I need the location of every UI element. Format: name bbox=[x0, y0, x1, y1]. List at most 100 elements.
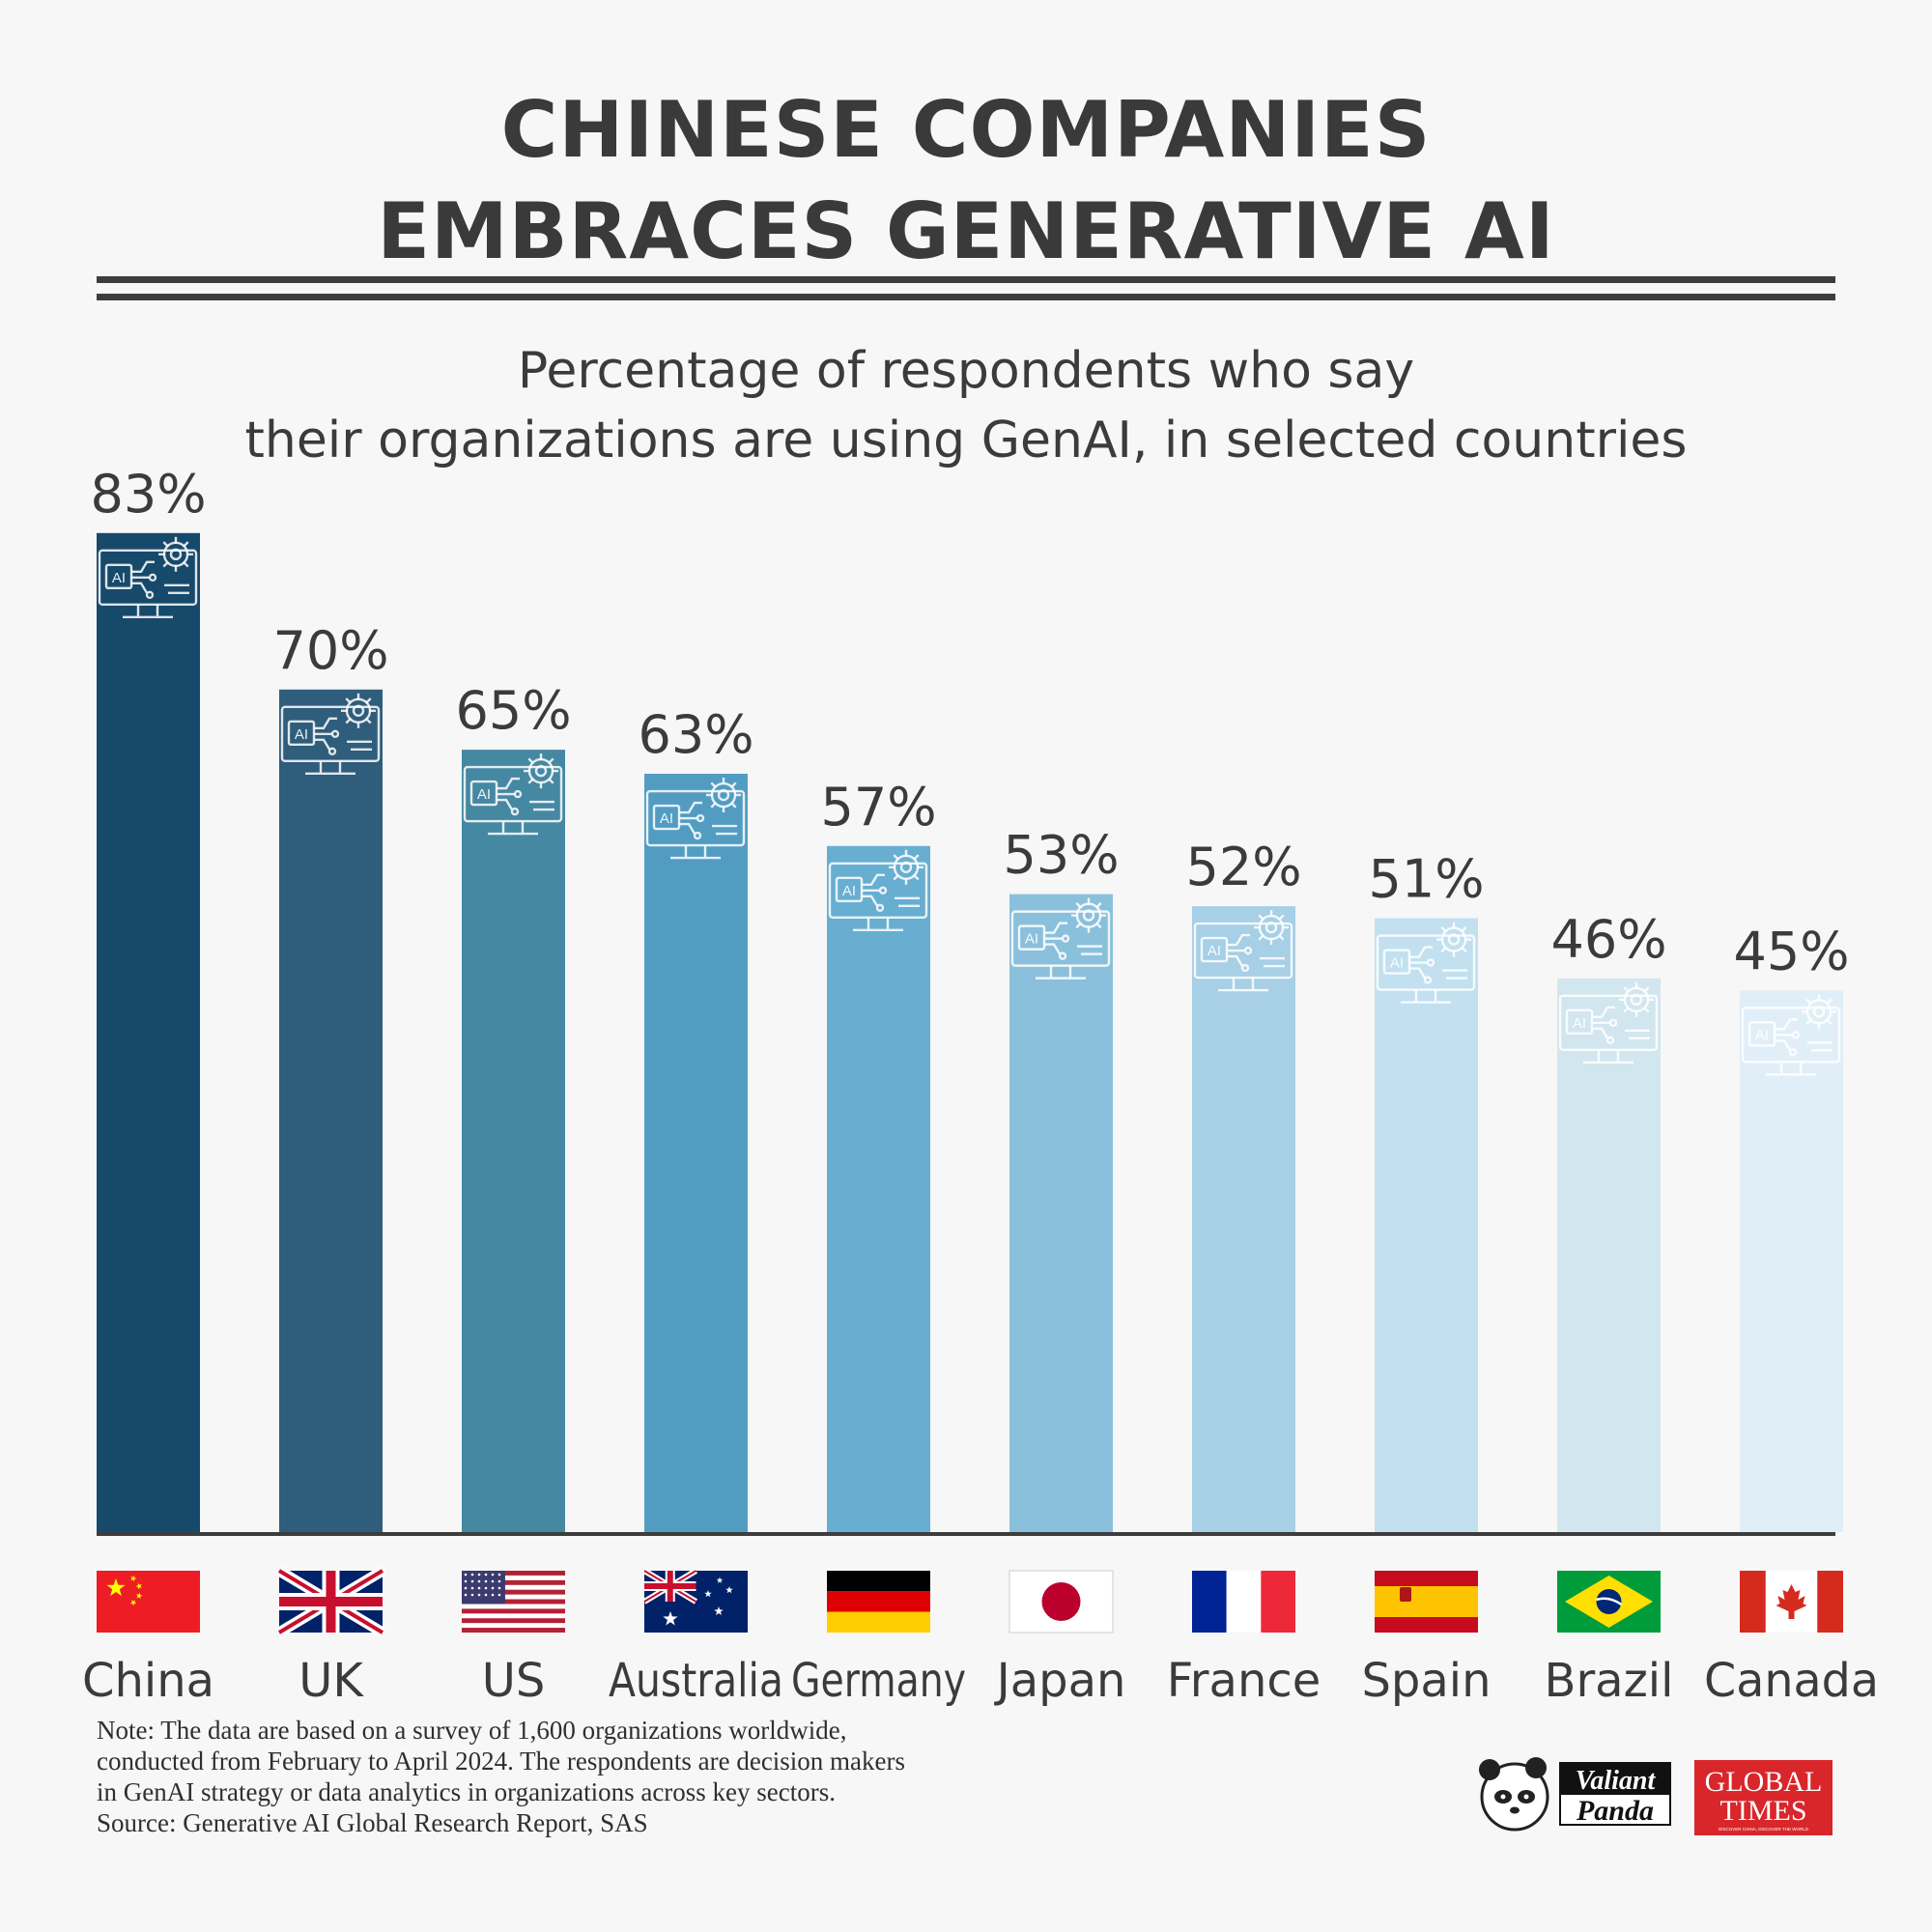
flag-star bbox=[491, 1573, 495, 1577]
flag-star bbox=[464, 1579, 468, 1583]
data-label-uk: 70% bbox=[272, 620, 388, 681]
flag-star bbox=[716, 1577, 724, 1583]
flag-star bbox=[491, 1593, 495, 1597]
global-times-logo: GLOBAL TIMES DISCOVER CHINA, DISCOVER TH… bbox=[1694, 1760, 1833, 1835]
flag-part bbox=[1261, 1571, 1295, 1633]
flag-part bbox=[462, 1571, 565, 1576]
panda-icon bbox=[1479, 1757, 1549, 1832]
brazil-flag-icon bbox=[1557, 1571, 1661, 1633]
flag-star bbox=[484, 1579, 488, 1583]
flag-part bbox=[1226, 1571, 1262, 1633]
country-flags bbox=[97, 1566, 1843, 1637]
ai-monitor-gear-icon: AI bbox=[463, 753, 563, 836]
flag-star bbox=[497, 1579, 501, 1583]
category-label-germany: Germany bbox=[791, 1654, 966, 1708]
ai-monitor-gear-icon: AI bbox=[828, 849, 928, 931]
flag-star bbox=[464, 1573, 468, 1577]
flag-part bbox=[827, 1571, 930, 1592]
flag-star bbox=[704, 1590, 712, 1598]
svg-text:AI: AI bbox=[477, 786, 491, 803]
uk-flag-icon bbox=[276, 1566, 385, 1637]
flag-star bbox=[497, 1573, 501, 1577]
china-flag-icon bbox=[97, 1571, 200, 1633]
category-label-australia: Australia bbox=[609, 1654, 783, 1708]
valiant-panda-logo: Valiant Panda bbox=[1479, 1757, 1671, 1832]
bar-japan bbox=[1009, 894, 1113, 1532]
flag-part bbox=[462, 1628, 565, 1633]
flag-star bbox=[477, 1586, 481, 1590]
maple-leaf bbox=[1776, 1584, 1807, 1619]
data-label-spain: 51% bbox=[1368, 849, 1484, 910]
title-rule-top bbox=[97, 276, 1835, 283]
flag-star bbox=[497, 1593, 501, 1597]
data-label-us: 65% bbox=[455, 680, 571, 741]
data-label-germany: 57% bbox=[820, 777, 936, 838]
data-label-brazil: 46% bbox=[1550, 909, 1666, 970]
flag-star bbox=[663, 1611, 678, 1626]
bar-uk bbox=[279, 689, 383, 1532]
flag-star bbox=[484, 1586, 488, 1590]
germany-flag-icon bbox=[827, 1571, 930, 1633]
chart-subtitle: Percentage of respondents who say their … bbox=[0, 336, 1932, 475]
bar-icons: AI AI AI AI AI AI AI AI AI AI bbox=[98, 536, 1841, 1076]
japan-flag-icon bbox=[1009, 1570, 1114, 1634]
title-rule-bottom bbox=[97, 294, 1835, 300]
svg-text:AI: AI bbox=[112, 570, 126, 586]
bar-china bbox=[97, 532, 200, 1532]
note-line-1: Note: The data are based on a survey of … bbox=[97, 1716, 847, 1745]
data-label-australia: 63% bbox=[638, 704, 753, 765]
source-note: Note: The data are based on a survey of … bbox=[97, 1715, 1159, 1838]
flag-star bbox=[484, 1593, 488, 1597]
bar-canada bbox=[1740, 990, 1843, 1532]
flag-star bbox=[135, 1592, 143, 1600]
flag-part bbox=[1375, 1617, 1478, 1633]
bar-france bbox=[1192, 906, 1295, 1532]
category-labels: China UK US Australia Germany Japan France Spai… bbox=[82, 1654, 1879, 1708]
flag-star bbox=[484, 1573, 488, 1577]
data-labels: 83% 70% 65% 63% 57% 53% 52% 51% 46% 45% bbox=[90, 464, 1849, 981]
flag-star bbox=[470, 1573, 474, 1577]
panda-text: Panda bbox=[1576, 1795, 1654, 1827]
headline-line-2: EMBRACES GENERATIVE AI bbox=[377, 186, 1555, 276]
flag-star bbox=[464, 1593, 468, 1597]
flag-part bbox=[1041, 1582, 1081, 1621]
svg-text:AI: AI bbox=[1025, 931, 1038, 948]
bars bbox=[97, 532, 1843, 1532]
ai-monitor-gear-icon: AI bbox=[1741, 994, 1841, 1076]
us-flag-icon bbox=[462, 1571, 565, 1633]
flag-part bbox=[827, 1611, 930, 1633]
svg-text:AI: AI bbox=[1573, 1015, 1586, 1032]
bar-us bbox=[462, 750, 565, 1532]
svg-text:AI: AI bbox=[1755, 1027, 1769, 1043]
category-label-uk: UK bbox=[298, 1654, 364, 1708]
flag-star bbox=[464, 1586, 468, 1590]
flag-part bbox=[1596, 1589, 1622, 1614]
svg-text:AI: AI bbox=[1390, 955, 1404, 972]
flag-star bbox=[130, 1575, 137, 1582]
bar-germany bbox=[827, 845, 930, 1532]
flag-part bbox=[1400, 1587, 1411, 1602]
flag-part bbox=[1375, 1571, 1478, 1586]
svg-text:AI: AI bbox=[295, 726, 308, 743]
flag-part bbox=[97, 1571, 200, 1633]
category-label-france: France bbox=[1167, 1654, 1321, 1708]
flag-star bbox=[477, 1573, 481, 1577]
canada-flag-icon bbox=[1740, 1571, 1843, 1633]
flag-star bbox=[470, 1586, 474, 1590]
flag-star bbox=[129, 1600, 137, 1606]
flag-star bbox=[477, 1579, 481, 1583]
flag-star bbox=[497, 1586, 501, 1590]
flag-star bbox=[491, 1579, 495, 1583]
svg-text:AI: AI bbox=[1208, 943, 1221, 959]
ai-monitor-gear-icon: AI bbox=[645, 778, 746, 860]
chart-subtitle-line-1: Percentage of respondents who say bbox=[517, 342, 1415, 400]
ai-monitor-gear-icon: AI bbox=[1010, 897, 1111, 980]
category-label-brazil: Brazil bbox=[1545, 1654, 1674, 1708]
headline-line-1: CHINESE COMPANIES bbox=[500, 85, 1432, 175]
flag-star bbox=[470, 1593, 474, 1597]
svg-text:AI: AI bbox=[660, 810, 673, 827]
note-line-3: in GenAI strategy or data analytics in o… bbox=[97, 1777, 837, 1806]
ai-monitor-gear-icon: AI bbox=[98, 536, 198, 619]
flag-part bbox=[462, 1618, 565, 1624]
category-label-china: China bbox=[82, 1654, 214, 1708]
